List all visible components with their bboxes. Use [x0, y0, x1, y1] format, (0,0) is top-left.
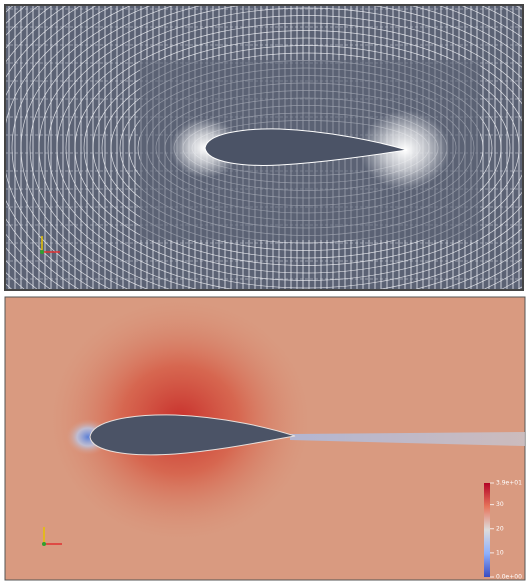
mesh-panel	[4, 4, 524, 291]
mesh-ring	[20, 6, 522, 289]
colorbar-tick-label: 3.9e+01	[496, 480, 522, 487]
colorbar	[484, 483, 490, 577]
mesh-ring	[65, 15, 522, 281]
colorbar-tick-label: 0.0e+00	[496, 574, 522, 581]
axes-triad	[40, 236, 60, 254]
wake	[290, 432, 525, 446]
mesh-ring	[92, 37, 520, 259]
mesh-ring	[47, 6, 522, 289]
colorbar-ticks: 3.9e+01 30 20 10 0.0e+00	[490, 480, 522, 581]
mesh-ring	[101, 45, 511, 251]
airfoil	[89, 414, 296, 456]
mesh-ring	[38, 6, 522, 289]
mesh-ring	[74, 22, 522, 274]
colorbar-tick-label: 30	[496, 501, 504, 508]
mesh-ring	[56, 7, 522, 289]
colorbar-tick-label: 20	[496, 525, 504, 532]
mesh-ring	[83, 30, 522, 266]
field-panel: 3.9e+01 30 20 10 0.0e+00	[4, 296, 526, 581]
axes-triad	[42, 527, 62, 546]
mesh-ring	[29, 6, 522, 289]
mesh-ring	[11, 6, 522, 289]
colorbar-tick-label: 10	[496, 549, 504, 556]
airfoil	[204, 128, 408, 166]
mesh-ring	[110, 52, 502, 244]
